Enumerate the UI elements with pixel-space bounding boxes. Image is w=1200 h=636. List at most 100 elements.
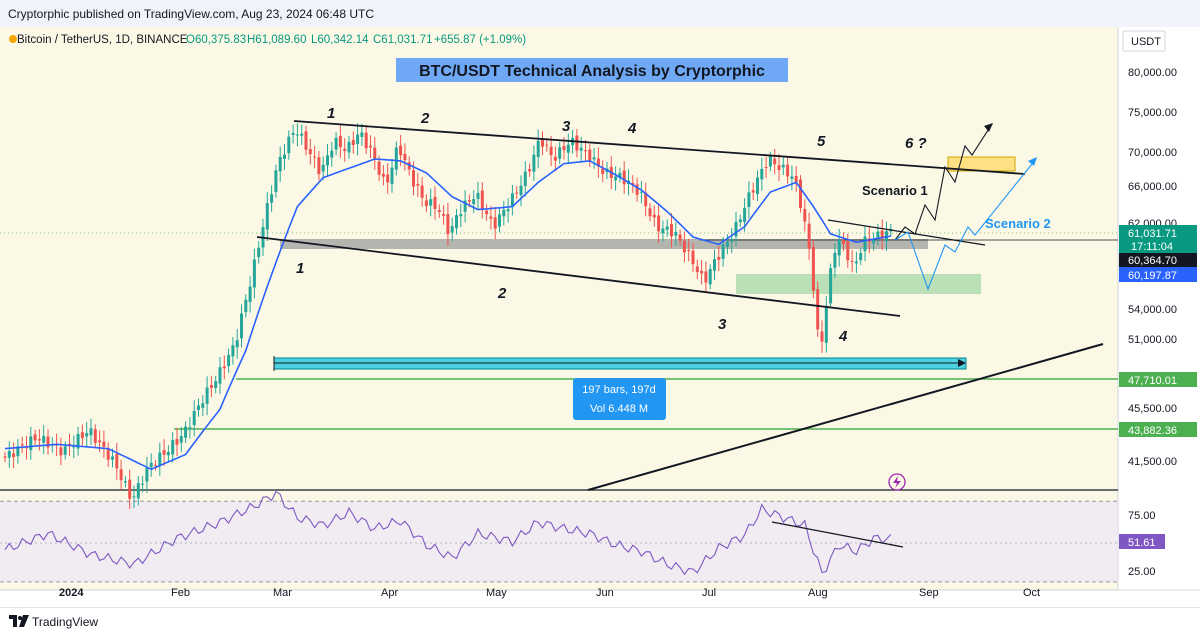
candle-body bbox=[55, 444, 59, 446]
candle-body bbox=[756, 177, 759, 194]
candle-body bbox=[459, 214, 463, 217]
long-term-trendline[interactable] bbox=[587, 343, 1104, 491]
candle-body bbox=[369, 145, 372, 148]
candle-body bbox=[502, 209, 506, 217]
candle-body bbox=[485, 210, 489, 215]
title-banner bbox=[396, 58, 788, 82]
wave-bottom-1: 1 bbox=[296, 260, 304, 277]
candle-body bbox=[20, 444, 24, 446]
candle-body bbox=[536, 140, 540, 157]
candle-body bbox=[171, 440, 175, 455]
candle-body bbox=[381, 173, 385, 177]
candle-body bbox=[158, 452, 162, 466]
scenario-1-path bbox=[894, 123, 993, 241]
candle-body bbox=[682, 240, 686, 253]
candle-body bbox=[846, 241, 850, 261]
candle-body bbox=[562, 146, 566, 151]
candle-body bbox=[343, 148, 347, 151]
candle-body bbox=[829, 268, 833, 304]
candle-body bbox=[700, 270, 704, 274]
candle-body bbox=[545, 144, 549, 146]
price-chart[interactable]: 197 bars, 197d Vol 6.448 M BTC/USDT Tech… bbox=[0, 27, 1200, 607]
candle-body bbox=[420, 185, 424, 198]
candle-body bbox=[72, 446, 76, 448]
candle-body bbox=[811, 247, 815, 291]
candle-body bbox=[558, 147, 562, 159]
candle-body bbox=[644, 192, 648, 207]
support-tag-2[interactable] bbox=[1119, 422, 1197, 437]
candle-body bbox=[510, 193, 514, 207]
tradingview-logo-icon bbox=[9, 615, 29, 627]
candle-body bbox=[872, 239, 876, 244]
candle-body bbox=[743, 207, 747, 222]
candle-body bbox=[618, 172, 622, 178]
candle-body bbox=[115, 453, 119, 469]
x-tick-apr: Apr bbox=[381, 587, 398, 599]
y-tick-75000: 75,000.00 bbox=[1128, 107, 1177, 119]
wave-bottom-2: 2 bbox=[497, 285, 507, 302]
candle-body bbox=[166, 452, 170, 456]
rsi-divergence-line[interactable] bbox=[771, 521, 904, 548]
currency-label: USDT bbox=[1131, 36, 1161, 48]
y-tick-54000: 54,000.00 bbox=[1128, 304, 1177, 316]
candle-body bbox=[695, 266, 699, 273]
candle-body bbox=[566, 144, 570, 153]
candle-body bbox=[102, 441, 106, 447]
symbol-name[interactable]: Bitcoin / TetherUS, 1D, BINANCE bbox=[17, 34, 188, 46]
blue-price-tag[interactable] bbox=[1119, 267, 1197, 282]
y-axis-labels: 80,000.00 75,000.00 70,000.00 66,000.00 … bbox=[1128, 67, 1177, 578]
ohlc-open: O60,375.83 bbox=[186, 34, 246, 46]
candle-body bbox=[764, 166, 768, 168]
y-tick-51000: 51,000.00 bbox=[1128, 334, 1177, 346]
candle-body bbox=[596, 158, 600, 167]
candle-body bbox=[16, 446, 20, 457]
candle-body bbox=[295, 134, 299, 136]
candle-body bbox=[192, 411, 196, 426]
lower-trendline[interactable] bbox=[256, 236, 901, 317]
last-price-tag[interactable] bbox=[1119, 225, 1197, 253]
dark-price-tag[interactable] bbox=[1119, 253, 1197, 267]
candle-body bbox=[89, 428, 93, 436]
candle-body bbox=[433, 196, 437, 209]
candle-body bbox=[132, 496, 136, 498]
candle-body bbox=[347, 142, 351, 153]
candle-body bbox=[283, 154, 286, 159]
candle-body bbox=[661, 228, 665, 234]
price-scale[interactable] bbox=[1118, 27, 1200, 607]
rsi-value-tag[interactable] bbox=[1119, 534, 1165, 549]
resistance-zone bbox=[280, 239, 928, 249]
candle-body bbox=[549, 146, 553, 156]
candle-body bbox=[687, 249, 691, 251]
candle-body bbox=[880, 230, 884, 239]
candle-body bbox=[338, 135, 342, 148]
candle-body bbox=[274, 170, 278, 192]
candle-body bbox=[803, 209, 807, 222]
candle-body bbox=[584, 150, 587, 152]
candle-body bbox=[184, 426, 188, 438]
lightning-icon[interactable] bbox=[888, 473, 906, 491]
x-tick-sep: Sep bbox=[919, 587, 939, 599]
blue-price-value: 60,197.87 bbox=[1128, 270, 1177, 282]
candle-body bbox=[308, 149, 312, 155]
candle-body bbox=[291, 132, 295, 135]
candle-body bbox=[842, 239, 845, 244]
candle-body bbox=[807, 223, 811, 249]
candle-body bbox=[442, 214, 446, 216]
currency-button[interactable] bbox=[1122, 30, 1166, 52]
candle-body bbox=[29, 436, 33, 451]
candle-body bbox=[334, 137, 338, 150]
scenario-1-label: Scenario 1 bbox=[862, 183, 928, 198]
candle-body bbox=[3, 456, 7, 458]
upper-trendline[interactable] bbox=[293, 120, 1026, 175]
candle-body bbox=[704, 271, 708, 283]
candle-body bbox=[437, 210, 441, 212]
candle-body bbox=[188, 427, 192, 429]
candle-body bbox=[476, 192, 480, 199]
support-tag-1[interactable] bbox=[1119, 372, 1197, 387]
candle-body bbox=[149, 462, 153, 468]
candle-body bbox=[222, 366, 226, 369]
dark-price-value: 60,364.70 bbox=[1128, 255, 1177, 267]
candle-body bbox=[493, 217, 497, 229]
candle-body bbox=[321, 164, 325, 172]
candle-body bbox=[313, 156, 317, 158]
